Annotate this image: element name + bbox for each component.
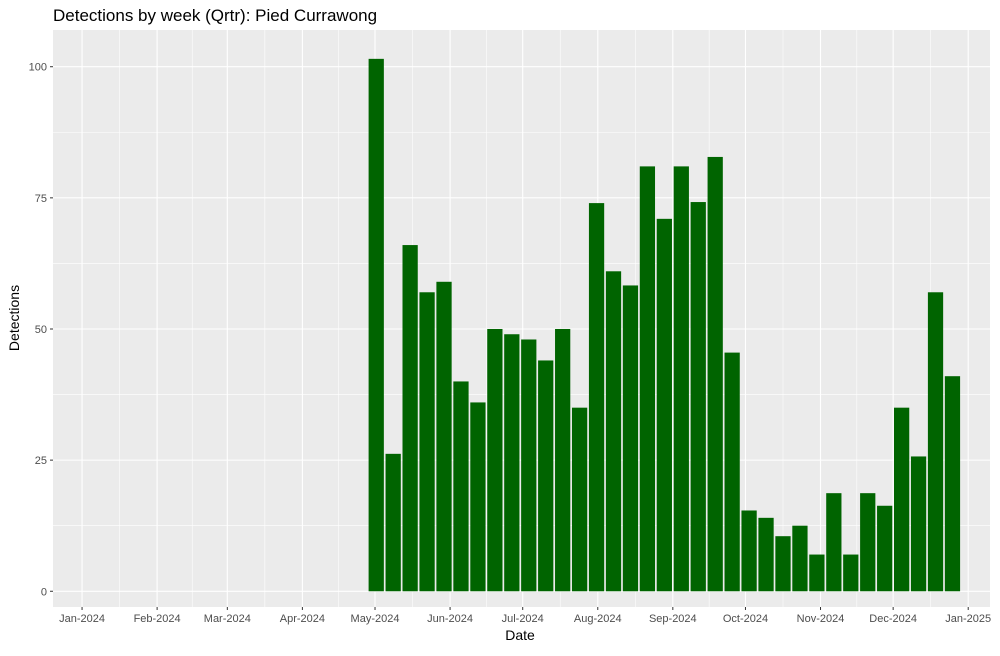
y-axis-label: Detections xyxy=(6,285,22,351)
x-tick-label: Feb-2024 xyxy=(134,613,181,625)
y-axis: 0 25 50 75 100 xyxy=(29,62,53,598)
bar xyxy=(385,453,401,592)
x-tick-label: Jul-2024 xyxy=(502,613,544,625)
bar xyxy=(453,381,469,592)
bar xyxy=(504,334,520,592)
y-tick-label: 100 xyxy=(29,62,47,74)
bar xyxy=(707,156,723,592)
bar xyxy=(622,285,639,592)
bar xyxy=(656,218,672,592)
bar xyxy=(758,517,774,592)
x-tick-label: Mar-2024 xyxy=(204,613,251,625)
bar xyxy=(402,245,418,592)
x-tick-label: Jun-2024 xyxy=(427,613,473,625)
bar xyxy=(775,536,791,592)
bar xyxy=(605,271,622,592)
bar xyxy=(470,402,486,592)
y-tick-label: 50 xyxy=(35,324,47,336)
bar xyxy=(588,203,605,592)
x-tick-label: May-2024 xyxy=(351,613,400,625)
x-tick-label: Jan-2024 xyxy=(59,613,105,625)
bar xyxy=(826,493,842,592)
bar xyxy=(944,376,961,592)
x-tick-label: Apr-2024 xyxy=(280,613,325,625)
bar xyxy=(639,166,656,592)
bar xyxy=(673,166,689,592)
x-tick-label: Dec-2024 xyxy=(869,613,917,625)
bar xyxy=(571,407,588,592)
bar xyxy=(436,281,452,592)
x-axis: Jan-2024 Feb-2024 Mar-2024 Apr-2024 May-2024… xyxy=(59,607,991,625)
bar xyxy=(893,407,910,592)
bar xyxy=(792,525,808,592)
bar xyxy=(724,352,740,592)
bar xyxy=(690,202,706,592)
x-tick-label: Nov-2024 xyxy=(797,613,845,625)
bar xyxy=(741,510,757,592)
bars xyxy=(368,58,961,592)
bar xyxy=(521,339,537,592)
bar xyxy=(555,328,571,592)
x-tick-label: Jan-2025 xyxy=(945,613,991,625)
y-tick-label: 25 xyxy=(35,455,47,467)
bar xyxy=(419,292,435,592)
x-axis-label: Date xyxy=(505,627,535,643)
bar xyxy=(368,58,384,592)
bar xyxy=(927,292,944,592)
x-tick-label: Oct-2024 xyxy=(723,613,768,625)
chart-title: Detections by week (Qrtr): Pied Currawon… xyxy=(53,6,377,25)
y-tick-label: 75 xyxy=(35,193,47,205)
bar xyxy=(843,554,859,592)
y-tick-label: 0 xyxy=(41,586,47,598)
x-tick-label: Sep-2024 xyxy=(649,613,697,625)
x-tick-label: Aug-2024 xyxy=(574,613,622,625)
bar xyxy=(538,360,554,592)
bar xyxy=(910,456,927,592)
bar xyxy=(877,505,893,592)
bar xyxy=(860,493,876,592)
bar xyxy=(809,554,825,592)
bar xyxy=(487,328,503,592)
